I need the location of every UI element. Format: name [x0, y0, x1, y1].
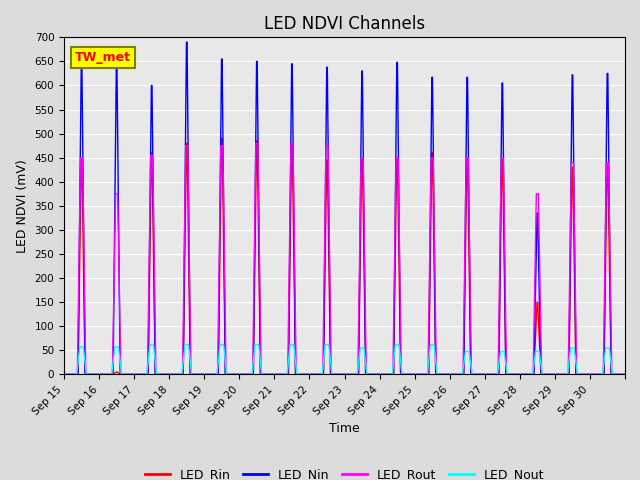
LED_Nin — [392, 132, 400, 137]
LED_Nin — [417, 372, 424, 377]
LED_Nout — [417, 372, 424, 377]
LED_Rout — [60, 372, 68, 377]
LED_Rin — [392, 205, 400, 211]
Title: LED NDVI Channels: LED NDVI Channels — [264, 15, 425, 33]
LED_Rout — [506, 372, 514, 377]
LED_Nout — [476, 372, 484, 377]
X-axis label: Time: Time — [329, 422, 360, 435]
Line: LED_Rout: LED_Rout — [64, 143, 625, 374]
Y-axis label: LED NDVI (mV): LED NDVI (mV) — [16, 159, 29, 253]
LED_Nout — [146, 342, 154, 348]
LED_Nin — [182, 39, 190, 45]
LED_Rin — [88, 372, 96, 377]
LED_Rin — [60, 372, 68, 377]
LED_Nin — [60, 372, 68, 377]
LED_Rin — [621, 372, 629, 377]
Line: LED_Rin: LED_Rin — [64, 138, 625, 374]
LED_Nin — [88, 372, 96, 377]
LED_Rin — [417, 372, 424, 377]
Line: LED_Nin: LED_Nin — [64, 42, 625, 374]
Line: LED_Nout: LED_Nout — [64, 345, 625, 374]
LED_Rout — [417, 372, 424, 377]
LED_Rout — [621, 372, 629, 377]
LED_Nin — [476, 372, 484, 377]
LED_Rin — [263, 372, 271, 377]
LED_Nin — [263, 372, 271, 377]
LED_Nin — [506, 372, 514, 377]
LED_Rout — [252, 140, 260, 146]
LED_Rin — [476, 372, 484, 377]
LED_Nout — [621, 372, 629, 377]
LED_Nin — [621, 372, 629, 377]
LED_Nout — [60, 372, 68, 377]
Text: TW_met: TW_met — [76, 51, 131, 64]
LED_Rin — [506, 372, 514, 377]
LED_Rout — [476, 372, 484, 377]
LED_Rout — [263, 372, 271, 377]
LED_Rout — [392, 157, 400, 163]
Legend: LED_Rin, LED_Nin, LED_Rout, LED_Nout: LED_Rin, LED_Nin, LED_Rout, LED_Nout — [140, 463, 549, 480]
LED_Nout — [392, 342, 400, 348]
LED_Rout — [88, 372, 96, 377]
LED_Nout — [263, 372, 271, 377]
LED_Nout — [506, 372, 514, 377]
LED_Rin — [218, 135, 225, 141]
LED_Nout — [88, 372, 96, 377]
